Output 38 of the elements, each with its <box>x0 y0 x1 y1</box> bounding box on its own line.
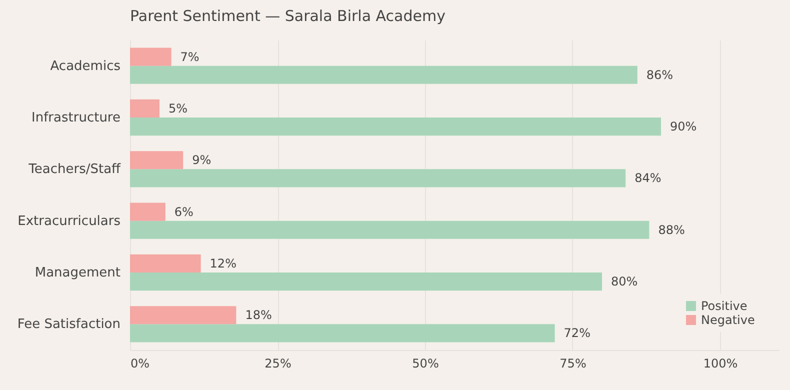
y-tick-label: Infrastructure <box>32 110 120 126</box>
data-label: 80% <box>611 274 638 289</box>
data-label: 18% <box>245 308 272 322</box>
bar <box>130 151 184 170</box>
data-label: 9% <box>192 153 212 168</box>
bar <box>130 202 166 221</box>
y-tick-label: Extracurriculars <box>18 214 121 229</box>
x-tick-label: 25% <box>264 356 292 370</box>
y-tick-label: Management <box>34 266 120 280</box>
x-tick-label: 75% <box>560 356 586 370</box>
bar <box>130 169 626 188</box>
bar <box>130 99 160 118</box>
data-label: 88% <box>658 222 685 237</box>
data-label: 90% <box>670 120 697 134</box>
x-tick-label: 50% <box>412 356 439 370</box>
y-tick-label: Fee Satisfaction <box>17 317 120 332</box>
y-tick-label: Academics <box>50 58 121 74</box>
bar <box>130 254 201 272</box>
data-label: 6% <box>174 204 194 219</box>
data-label: 72% <box>564 326 590 340</box>
bar <box>130 306 236 324</box>
bar <box>130 272 602 291</box>
data-label: 86% <box>646 68 674 82</box>
data-label: 84% <box>634 171 662 186</box>
bar <box>130 324 555 342</box>
data-label: 12% <box>210 256 236 270</box>
x-tick-label: 100% <box>703 356 738 370</box>
legend-label: Negative <box>701 313 755 327</box>
x-tick-label: 0% <box>130 356 150 370</box>
data-label: 7% <box>180 50 200 64</box>
y-tick-label: Teachers/Staff <box>28 162 122 178</box>
bar <box>130 66 638 84</box>
data-label: 5% <box>168 101 188 116</box>
chart-title: Parent Sentiment — Sarala Birla Academy <box>130 7 446 25</box>
bar <box>130 220 650 239</box>
bar <box>130 118 661 136</box>
bar <box>130 48 172 66</box>
legend-label: Positive <box>701 299 748 313</box>
